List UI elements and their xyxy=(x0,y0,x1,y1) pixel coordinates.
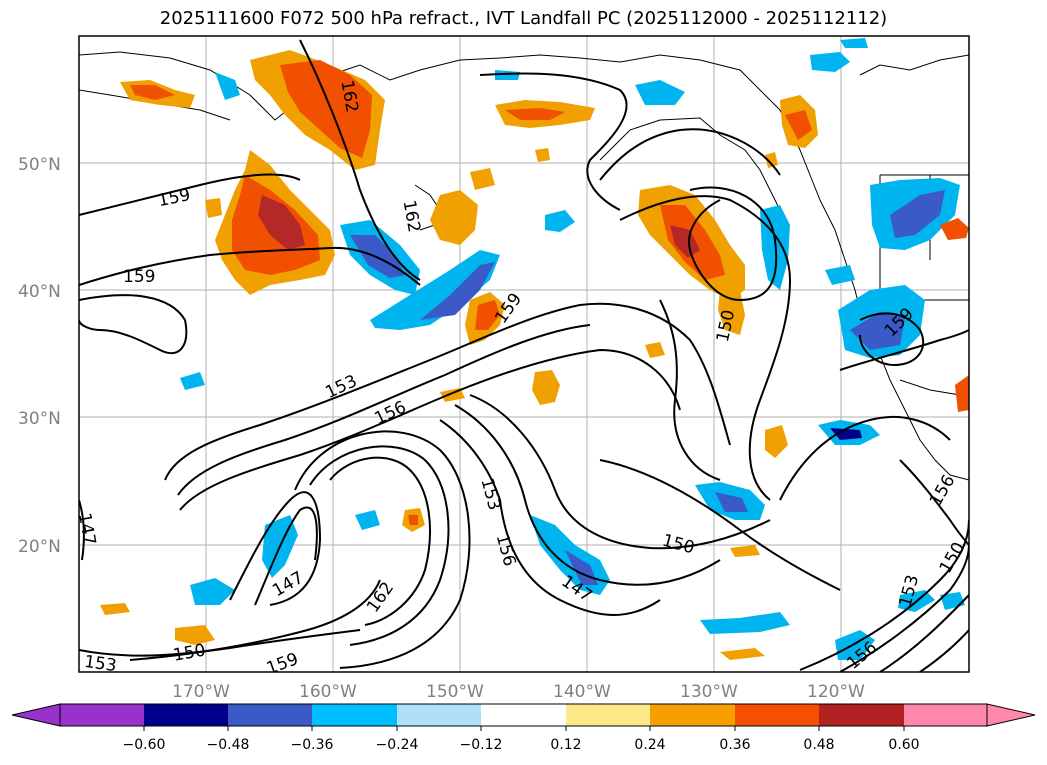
colorbar-segment xyxy=(397,704,481,726)
colorbar-segment xyxy=(819,704,904,726)
colorbar-extend-left xyxy=(11,703,61,727)
lon-label: 170°W xyxy=(172,682,230,702)
colorbar-extend-right xyxy=(986,703,1036,727)
lat-label: 20°N xyxy=(18,537,61,557)
colorbar-segment xyxy=(144,704,228,726)
colorbar-tick: −0.60 xyxy=(123,737,166,753)
colorbar-segment xyxy=(566,704,650,726)
lat-label: 30°N xyxy=(18,409,61,429)
colorbar-tick: −0.36 xyxy=(291,737,334,753)
lon-label: 120°W xyxy=(807,682,865,702)
lon-label: 160°W xyxy=(299,682,357,702)
contour-label: 159 xyxy=(123,267,155,287)
map-frame xyxy=(78,35,970,673)
colorbar-segment xyxy=(481,704,566,726)
colorbar: −0.60 −0.48 −0.36 −0.24 −0.12 0.12 0.24 … xyxy=(11,703,1036,753)
longitude-labels: 170°W 160°W 150°W 140°W 130°W 120°W xyxy=(172,682,865,702)
colorbar-tick: −0.12 xyxy=(460,737,503,753)
lat-label: 50°N xyxy=(18,155,61,175)
latitude-labels: 50°N 40°N 30°N 20°N xyxy=(18,155,61,557)
colorbar-segment xyxy=(60,704,144,726)
height-contours xyxy=(79,39,969,672)
lon-label: 140°W xyxy=(553,682,611,702)
colorbar-tick: 0.12 xyxy=(550,737,581,753)
colorbar-tick: −0.24 xyxy=(376,737,419,753)
lon-label: 130°W xyxy=(680,682,738,702)
positive-shading xyxy=(100,50,969,660)
colorbar-segment xyxy=(904,704,987,726)
colorbar-segment xyxy=(735,704,819,726)
colorbar-segment xyxy=(312,704,397,726)
map-title: 2025111600 F072 500 hPa refract., IVT La… xyxy=(159,8,888,29)
colorbar-tick: 0.48 xyxy=(803,737,834,753)
contour-label: 153 xyxy=(83,652,118,676)
lat-label: 40°N xyxy=(18,282,61,302)
lon-label: 150°W xyxy=(426,682,484,702)
colorbar-tick: 0.24 xyxy=(634,737,665,753)
map-panel: 159 162 159 162 159 153 156 150 153 156 … xyxy=(74,35,970,676)
contour-label: 147 xyxy=(74,511,99,546)
colorbar-tick: 0.36 xyxy=(719,737,750,753)
colorbar-segment xyxy=(228,704,312,726)
colorbar-segment xyxy=(650,704,735,726)
colorbar-tick: 0.60 xyxy=(888,737,919,753)
colorbar-tick: −0.48 xyxy=(207,737,250,753)
